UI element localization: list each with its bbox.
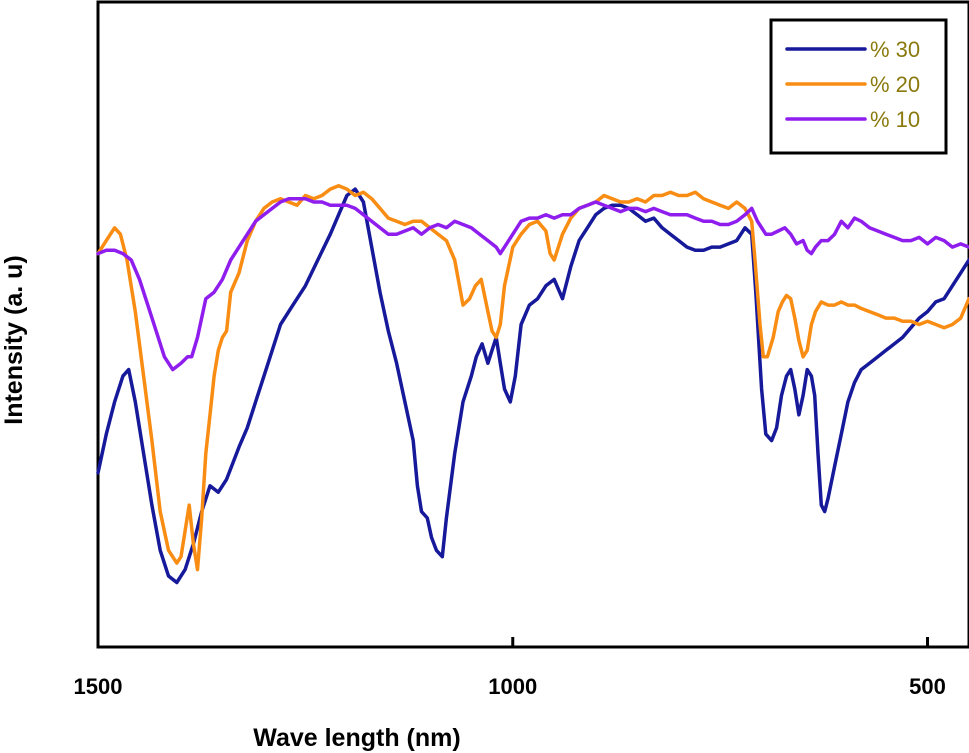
legend-box bbox=[769, 18, 948, 155]
legend-label-1: % 30 bbox=[870, 37, 920, 62]
x-tick-label: 500 bbox=[909, 674, 946, 699]
y-axis-title: Intensity (a. u) bbox=[0, 255, 28, 424]
series-line-3 bbox=[96, 196, 969, 372]
legend-label-3: % 10 bbox=[870, 107, 920, 132]
x-axis-ticks: 1500 1000 500 bbox=[74, 637, 946, 699]
legend: % 30 % 20 % 10 bbox=[769, 18, 948, 155]
series-line-1 bbox=[96, 187, 969, 585]
x-axis-title: Wave length (nm) bbox=[253, 724, 460, 752]
legend-label-2: % 20 bbox=[870, 72, 920, 97]
x-tick-label: 1500 bbox=[74, 674, 123, 699]
series-layer bbox=[96, 184, 969, 585]
x-tick-label: 1000 bbox=[488, 674, 537, 699]
series-line-2 bbox=[96, 184, 969, 572]
legend-items: % 30 % 20 % 10 bbox=[785, 37, 920, 132]
